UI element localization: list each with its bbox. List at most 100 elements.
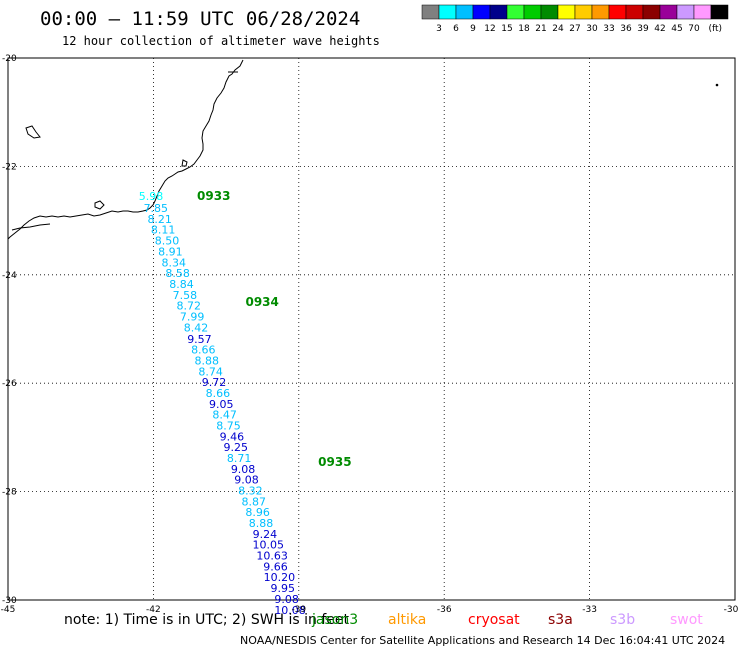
legend-label: 39 [637, 24, 649, 34]
satellite-label-s3a: s3a [548, 612, 573, 628]
legend-swatch [608, 4, 627, 20]
lon-tick-label: -33 [582, 605, 597, 615]
legend-label: 45 [671, 24, 682, 34]
legend-swatch [710, 4, 729, 20]
swh-point-label: 8.47 [212, 409, 237, 422]
pass-time-label: 0934 [245, 295, 278, 309]
swh-point-label: 8.32 [238, 485, 263, 498]
swh-point-label: 9.95 [271, 582, 296, 595]
swh-point-label: 8.75 [216, 419, 241, 432]
legend-label: 21 [535, 24, 546, 34]
legend-swatch [438, 4, 457, 20]
swh-point-label: 8.58 [165, 267, 190, 280]
legend-swatch [523, 4, 542, 20]
swh-point-label: 9.25 [224, 441, 249, 454]
legend-label: 12 [484, 24, 495, 34]
swh-point-label: 9.57 [187, 333, 212, 346]
lon-tick-label: -42 [146, 605, 161, 615]
swh-points: 5.987.858.218.118.508.918.348.588.847.58… [139, 190, 306, 617]
lat-tick-label: -24 [2, 271, 17, 281]
swh-point-label: 10.63 [256, 550, 288, 563]
map-subtitle: 12 hour collection of altimeter wave hei… [62, 34, 380, 48]
swh-point-label: 8.50 [155, 235, 180, 248]
legend-swatch [506, 4, 525, 20]
legend-label: 36 [620, 24, 632, 34]
legend-label: 15 [501, 24, 512, 34]
color-legend: 3 6 9 12 15 18 21 24 27 30 33 36 39 42 45 70 (ft) [421, 4, 729, 34]
satellite-label-s3b: s3b [610, 612, 636, 628]
swh-point-label: 9.08 [231, 463, 256, 476]
swh-point-label: 10.05 [253, 539, 285, 552]
satellite-label-swot: swot [670, 612, 703, 628]
lat-tick-label: -20 [2, 54, 17, 64]
credit-line: NOAA/NESDIS Center for Satellite Applica… [240, 634, 726, 647]
swh-point-label: 8.11 [151, 223, 176, 236]
lat-lon-grid [8, 58, 735, 600]
legend-label: 27 [569, 24, 580, 34]
swh-point-label: 8.87 [241, 495, 266, 508]
swh-point-label: 8.84 [169, 278, 194, 291]
lon-tick-label: -45 [1, 605, 16, 615]
swh-point-label: 5.98 [139, 190, 164, 203]
swh-point-label: 8.34 [162, 256, 187, 269]
swh-point-label: 8.21 [147, 213, 172, 226]
legend-label: 3 [436, 24, 442, 34]
lat-tick-label: -28 [2, 488, 17, 498]
time-labels: 0933 0934 0935 [197, 189, 352, 469]
lat-tick-label: -26 [2, 379, 17, 389]
axis-tick-labels: -45 -42 -39 -36 -33 -30 -20 -22 -24 -26 -28 -30 [1, 54, 739, 615]
legend-swatch [676, 4, 695, 20]
legend-label: 24 [552, 24, 564, 34]
legend-swatch [455, 4, 474, 20]
swh-point-label: 8.88 [249, 517, 274, 530]
pass-time-label: 0935 [318, 455, 351, 469]
legend-label: 42 [654, 24, 665, 34]
satellite-label-jason3: jason3 [312, 612, 359, 628]
pass-time-label: 0933 [197, 189, 230, 203]
swh-point-label: 8.72 [177, 300, 202, 313]
legend-swatch [540, 4, 559, 20]
legend-label: 6 [453, 24, 459, 34]
swh-point-label: 9.08 [274, 593, 299, 606]
legend-swatch [472, 4, 491, 20]
legend-swatch [557, 4, 576, 20]
legend-swatch [591, 4, 610, 20]
swh-point-label: 7.85 [144, 202, 169, 215]
legend-swatch [489, 4, 508, 20]
swh-point-label: 9.05 [209, 398, 234, 411]
swh-point-label: 7.58 [173, 289, 198, 302]
satellite-label-altika: altika [388, 612, 427, 628]
lat-tick-label: -30 [2, 596, 17, 606]
swh-point-label: 9.72 [202, 376, 227, 389]
legend-label: 30 [586, 24, 598, 34]
swh-point-label: 7.99 [180, 311, 205, 324]
swh-point-label: 8.71 [227, 452, 252, 465]
swh-point-label: 8.91 [158, 245, 183, 258]
coastline [7, 59, 719, 240]
legend-swatch [574, 4, 593, 20]
satellite-label-cryosat: cryosat [468, 612, 520, 628]
swh-point-label: 9.24 [253, 528, 278, 541]
lon-tick-label: -30 [724, 605, 739, 615]
legend-label: 9 [470, 24, 476, 34]
swh-point-label: 8.88 [194, 354, 219, 367]
swh-point-label: 9.08 [234, 474, 259, 487]
legend-swatch [659, 4, 678, 20]
lat-tick-label: -22 [2, 162, 17, 172]
lon-tick-label: -36 [437, 605, 452, 615]
swh-point-label: 9.46 [220, 430, 245, 443]
lon-tick-label: -39 [291, 605, 306, 615]
legend-unit: (ft) [708, 24, 722, 34]
swh-point-label: 8.66 [191, 344, 216, 357]
legend-label: 18 [518, 24, 530, 34]
swh-point-label: 9.66 [263, 560, 288, 573]
footnote: note: 1) Time is in UTC; 2) SWH is in fe… [64, 612, 350, 628]
swh-point-label: 8.42 [184, 321, 209, 334]
swh-point-label: 8.74 [198, 365, 223, 378]
legend-label: 33 [603, 24, 614, 34]
swh-point-label: 8.66 [206, 387, 231, 400]
map-frame [7, 57, 736, 601]
swh-point-label: 10.08 [274, 604, 306, 617]
legend-swatch [421, 4, 440, 20]
